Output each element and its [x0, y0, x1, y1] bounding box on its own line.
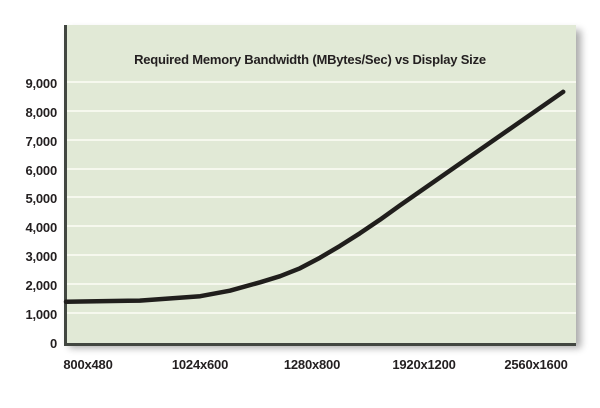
x-axis-line [64, 343, 576, 346]
gridline [64, 196, 576, 199]
y-tick-label: 3,000 [25, 249, 57, 265]
y-tick-label: 0 [49, 336, 57, 351]
x-tick-label: 1280x800 [283, 357, 341, 372]
plot-area: Required Memory Bandwidth (MBytes/Sec) v… [64, 25, 576, 343]
x-tick-label: 1920x1200 [392, 357, 456, 372]
x-tick-label: 2560x1600 [504, 357, 568, 372]
gridline [64, 312, 576, 315]
y-tick-label: 4,000 [25, 220, 57, 236]
x-axis-labels: 800x480 1024x600 1280x800 1920x1200 2560x160… [63, 357, 576, 373]
y-tick-label: 6,000 [25, 162, 57, 178]
gridline [64, 80, 576, 83]
y-axis-labels: 9,000 8,000 7,000 6,000 5,000 4,000 3,000 2,000… [0, 25, 57, 351]
y-tick-label: 5,000 [25, 191, 57, 207]
y-tick-label: 2,000 [25, 278, 57, 294]
y-tick-label: 7,000 [25, 133, 57, 149]
gridline [64, 138, 576, 141]
gridline [64, 225, 576, 228]
x-tick-label: 1024x600 [171, 357, 229, 372]
y-tick-label: 9,000 [25, 75, 57, 91]
gridline [64, 283, 576, 286]
chart-title: Required Memory Bandwidth (MBytes/Sec) v… [134, 52, 486, 67]
gridline [64, 109, 576, 112]
y-tick-label: 8,000 [25, 104, 57, 120]
y-tick-label: 1,000 [25, 307, 57, 323]
x-tick-label: 800x480 [63, 357, 113, 372]
y-axis-line [64, 25, 67, 346]
gridline [64, 254, 576, 257]
gridline [64, 167, 576, 170]
